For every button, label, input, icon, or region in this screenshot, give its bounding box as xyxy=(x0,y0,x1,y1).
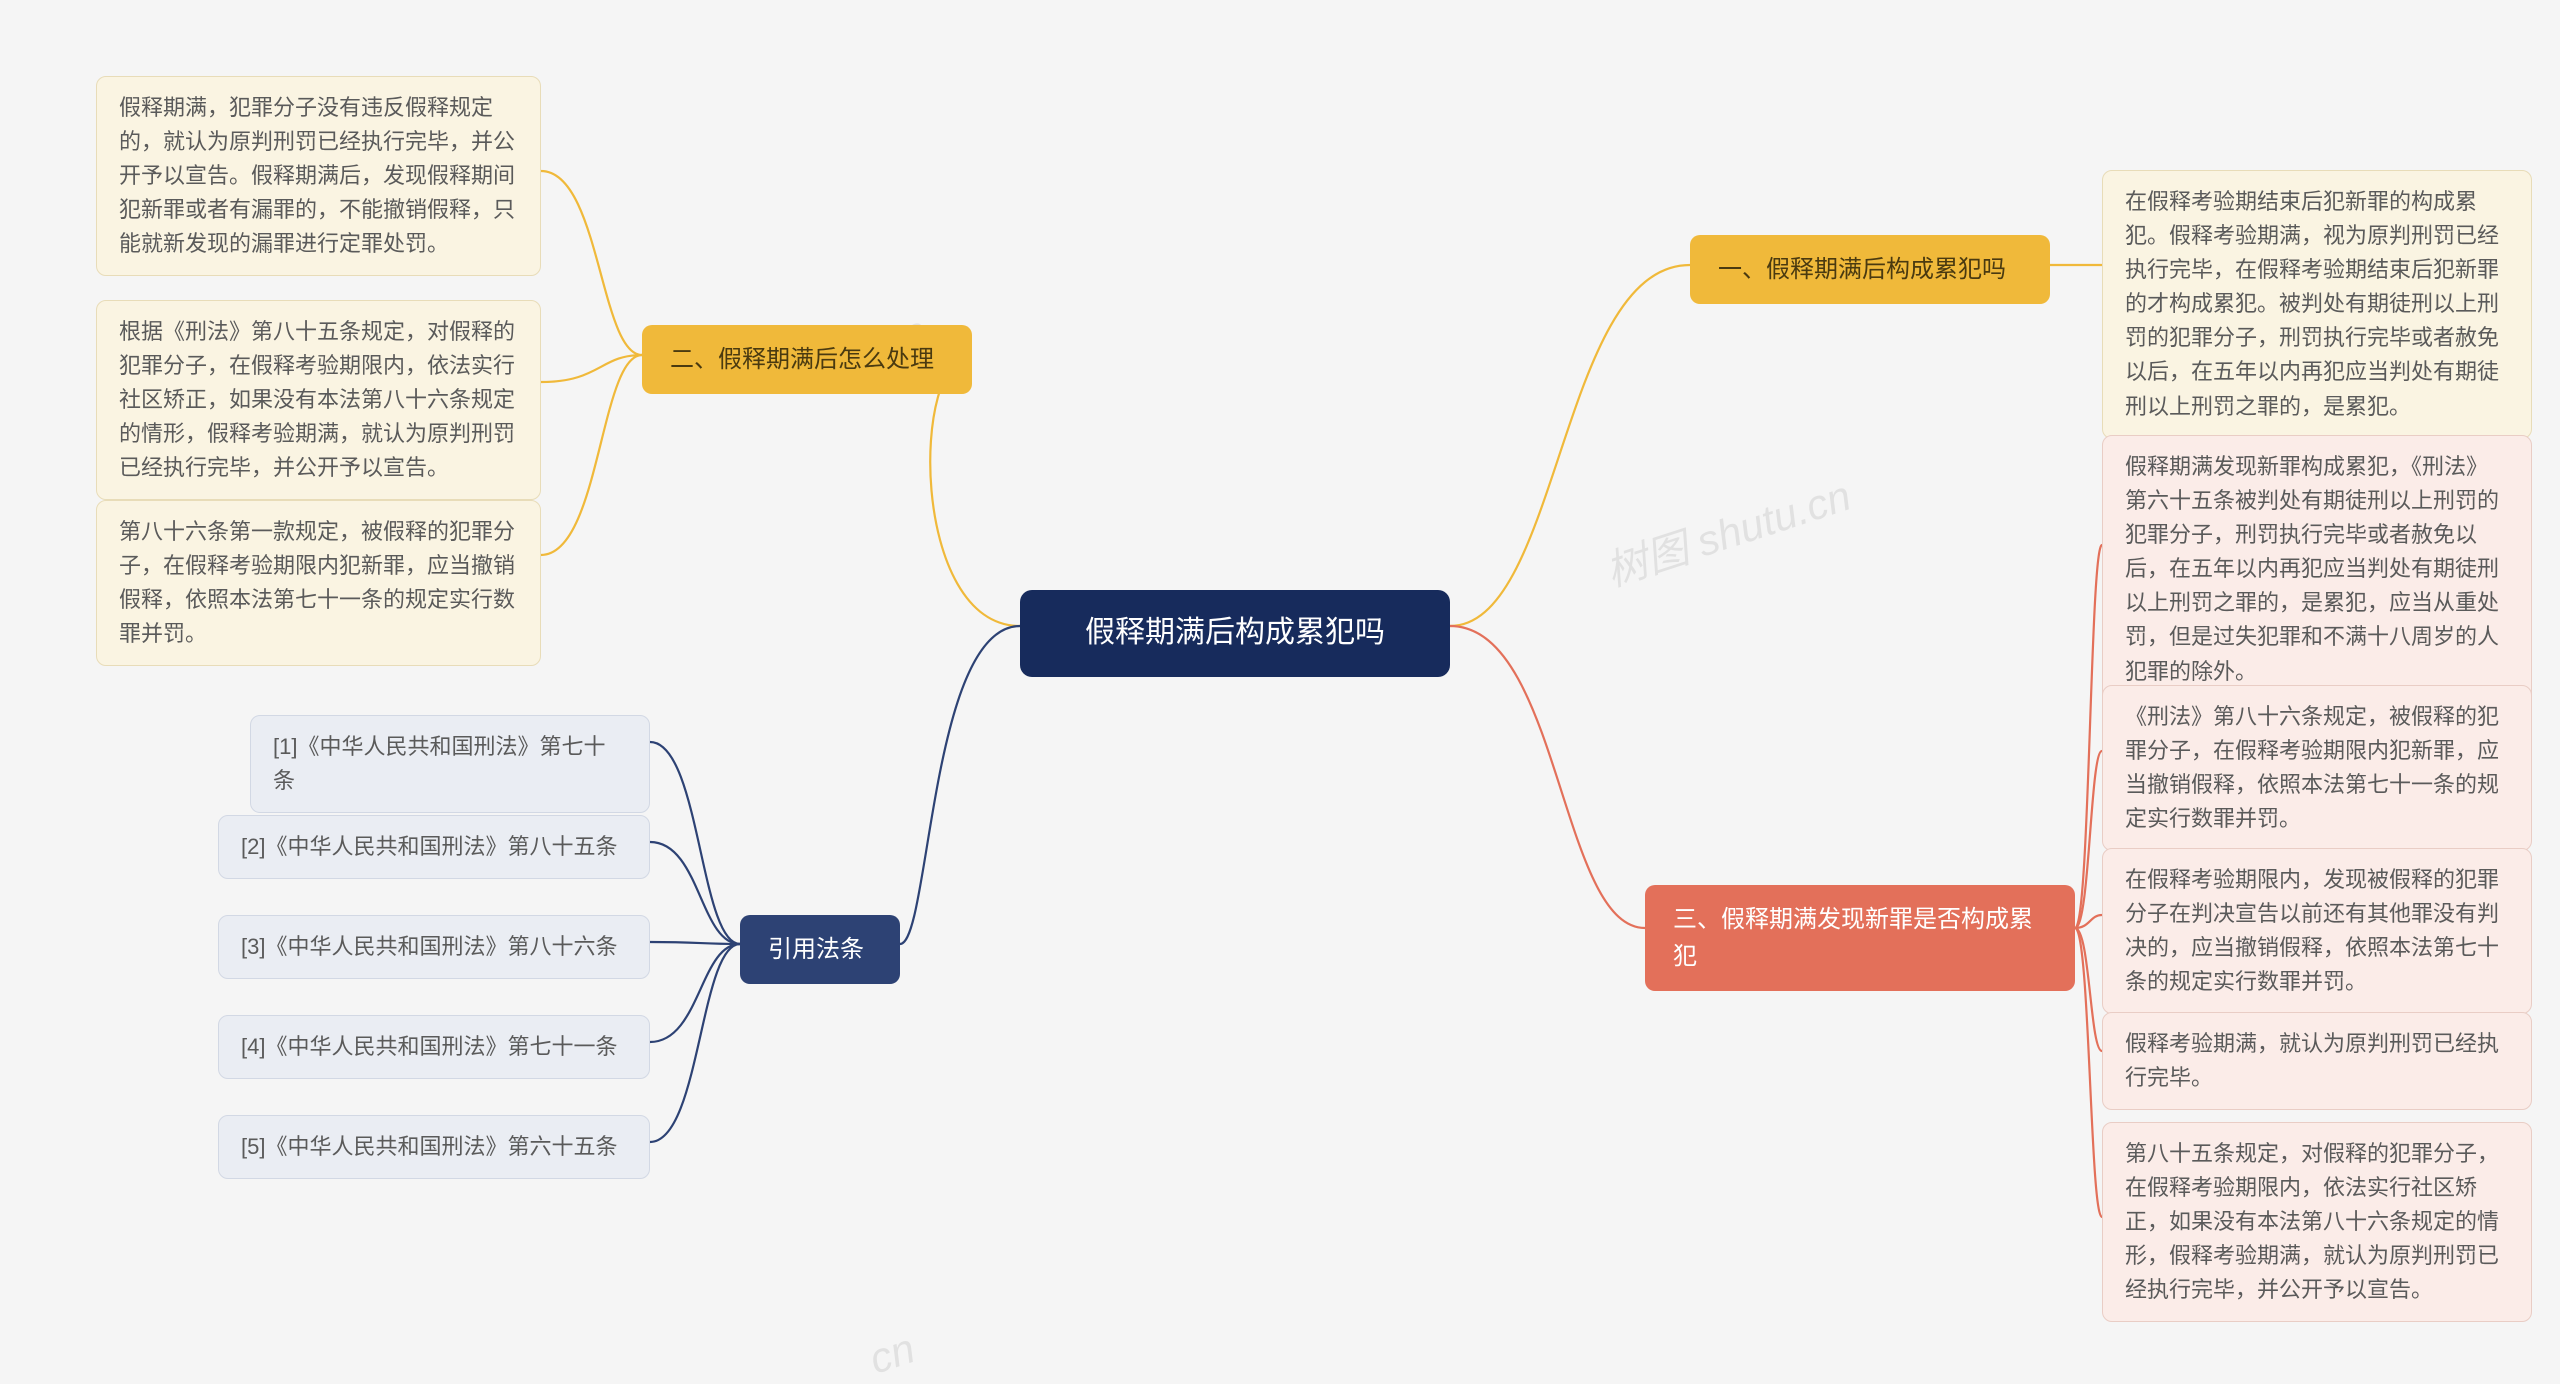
branch-3-leaf[interactable]: 第八十五条规定，对假释的犯罪分子，在假释考验期限内，依法实行社区矫正，如果没有本… xyxy=(2102,1122,2532,1322)
branch-1-label[interactable]: 一、假释期满后构成累犯吗 xyxy=(1690,235,2050,304)
branch-2-label[interactable]: 二、假释期满后怎么处理 xyxy=(642,325,972,394)
watermark: 树图 shutu.cn xyxy=(1597,462,1858,599)
branch-4-label[interactable]: 引用法条 xyxy=(740,915,900,984)
branch-4-leaf[interactable]: [1]《中华人民共和国刑法》第七十条 xyxy=(250,715,650,813)
watermark: cn xyxy=(864,1324,921,1383)
branch-4-leaf[interactable]: [4]《中华人民共和国刑法》第七十一条 xyxy=(218,1015,650,1079)
branch-4-leaf[interactable]: [3]《中华人民共和国刑法》第八十六条 xyxy=(218,915,650,979)
branch-2-leaf[interactable]: 根据《刑法》第八十五条规定，对假释的犯罪分子，在假释考验期限内，依法实行社区矫正… xyxy=(96,300,541,500)
branch-3-leaf[interactable]: 假释考验期满，就认为原判刑罚已经执行完毕。 xyxy=(2102,1012,2532,1110)
mindmap-center[interactable]: 假释期满后构成累犯吗 xyxy=(1020,590,1450,677)
branch-3-leaf[interactable]: 《刑法》第八十六条规定，被假释的犯罪分子，在假释考验期限内犯新罪，应当撤销假释，… xyxy=(2102,685,2532,851)
branch-4-leaf[interactable]: [5]《中华人民共和国刑法》第六十五条 xyxy=(218,1115,650,1179)
branch-2-leaf[interactable]: 第八十六条第一款规定，被假释的犯罪分子，在假释考验期限内犯新罪，应当撤销假释，依… xyxy=(96,500,541,666)
branch-3-label[interactable]: 三、假释期满发现新罪是否构成累犯 xyxy=(1645,885,2075,991)
branch-3-leaf[interactable]: 假释期满发现新罪构成累犯，《刑法》第六十五条被判处有期徒刑以上刑罚的犯罪分子，刑… xyxy=(2102,435,2532,704)
branch-2-leaf[interactable]: 假释期满，犯罪分子没有违反假释规定的，就认为原判刑罚已经执行完毕，并公开予以宣告… xyxy=(96,76,541,276)
branch-4-leaf[interactable]: [2]《中华人民共和国刑法》第八十五条 xyxy=(218,815,650,879)
branch-3-leaf[interactable]: 在假释考验期限内，发现被假释的犯罪分子在判决宣告以前还有其他罪没有判决的，应当撤… xyxy=(2102,848,2532,1014)
branch-1-leaf[interactable]: 在假释考验期结束后犯新罪的构成累犯。假释考验期满，视为原判刑罚已经执行完毕，在假… xyxy=(2102,170,2532,439)
